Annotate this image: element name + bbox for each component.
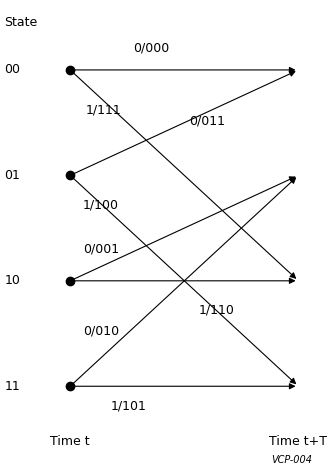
Text: 1/111: 1/111 xyxy=(86,103,122,117)
Text: 00: 00 xyxy=(5,63,21,76)
Text: VCP-004: VCP-004 xyxy=(271,455,312,465)
Text: 0/001: 0/001 xyxy=(83,243,119,256)
Text: 0/000: 0/000 xyxy=(133,41,169,54)
Text: 01: 01 xyxy=(5,169,20,182)
Text: 1/110: 1/110 xyxy=(198,304,234,317)
Text: 0/010: 0/010 xyxy=(83,325,119,338)
Text: 11: 11 xyxy=(5,380,20,393)
Text: 10: 10 xyxy=(5,274,20,287)
Text: State: State xyxy=(5,16,38,29)
Text: 1/100: 1/100 xyxy=(83,198,119,211)
Text: 1/101: 1/101 xyxy=(111,400,147,413)
Text: Time t: Time t xyxy=(50,435,90,447)
Text: Time t+T: Time t+T xyxy=(269,435,327,447)
Text: 0/011: 0/011 xyxy=(189,114,225,127)
